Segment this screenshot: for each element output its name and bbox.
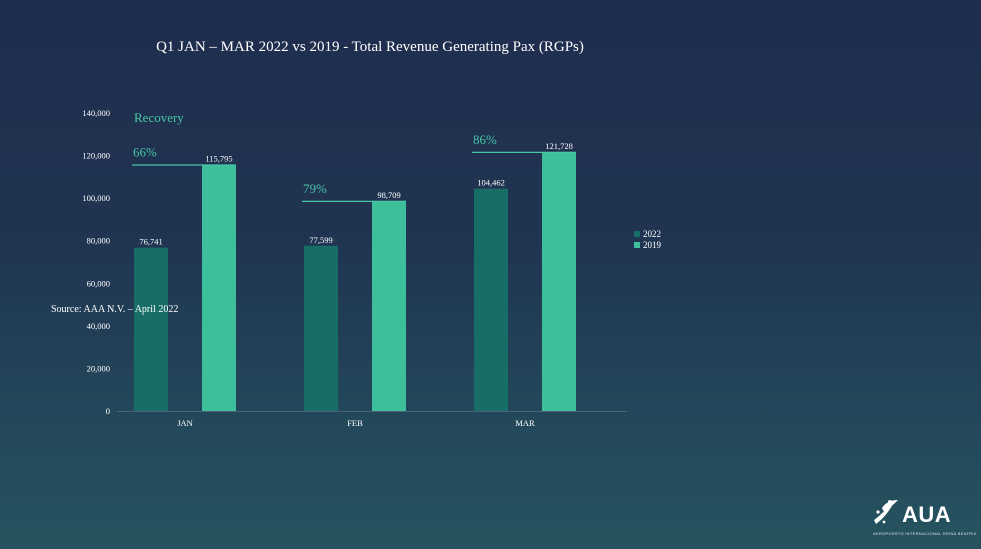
recovery-percent: 66%	[133, 145, 157, 160]
x-tick-label: MAR	[515, 418, 535, 428]
legend-swatch-2019	[634, 241, 640, 248]
legend-item-2019: 2019	[634, 239, 661, 250]
bar-2022-jan	[134, 247, 168, 411]
logo-bird-icon	[874, 500, 898, 524]
logo-text: AUA	[902, 502, 952, 527]
legend-item-2022: 2022	[634, 228, 661, 239]
x-tick-label: JAN	[177, 418, 193, 428]
bar-2022-mar	[474, 188, 508, 411]
legend: 2022 2019	[634, 228, 661, 250]
y-tick-label: 20,000	[87, 363, 110, 373]
source-note: Source: AAA N.V. – April 2022	[51, 304, 179, 315]
recovery-title: Recovery	[134, 110, 184, 125]
data-label: 121,728	[545, 141, 573, 151]
legend-label-2022: 2022	[643, 228, 661, 239]
legend-swatch-2022	[634, 230, 640, 237]
data-label: 104,462	[477, 178, 505, 188]
bar-2019-feb	[372, 200, 406, 411]
x-tick-label: FEB	[347, 418, 363, 428]
y-tick-label: 80,000	[87, 236, 110, 246]
bar-2019-mar	[542, 151, 576, 411]
y-tick-label: 60,000	[87, 278, 110, 288]
aua-logo: AUA AEROPUERTO INTERNACIONAL REINA BEATR…	[870, 496, 977, 540]
data-label: 76,741	[139, 237, 162, 247]
y-tick-label: 140,000	[82, 108, 110, 118]
chart-title: Q1 JAN – MAR 2022 vs 2019 - Total Revenu…	[156, 39, 584, 55]
bar-2022-feb	[304, 245, 338, 411]
y-tick-label: 120,000	[82, 151, 110, 161]
logo-tagline: AEROPUERTO INTERNACIONAL REINA BEATRIX	[873, 531, 977, 536]
y-tick-label: 100,000	[82, 193, 110, 203]
data-label: 77,599	[309, 235, 332, 245]
recovery-percent: 86%	[473, 132, 497, 147]
legend-label-2019: 2019	[643, 239, 661, 250]
data-label: 115,795	[205, 154, 232, 164]
y-tick-label: 40,000	[87, 321, 110, 331]
data-label: 98,709	[377, 190, 400, 200]
y-tick-label: 0	[106, 406, 110, 416]
recovery-percent: 79%	[303, 181, 327, 196]
bar-2019-jan	[202, 164, 236, 411]
